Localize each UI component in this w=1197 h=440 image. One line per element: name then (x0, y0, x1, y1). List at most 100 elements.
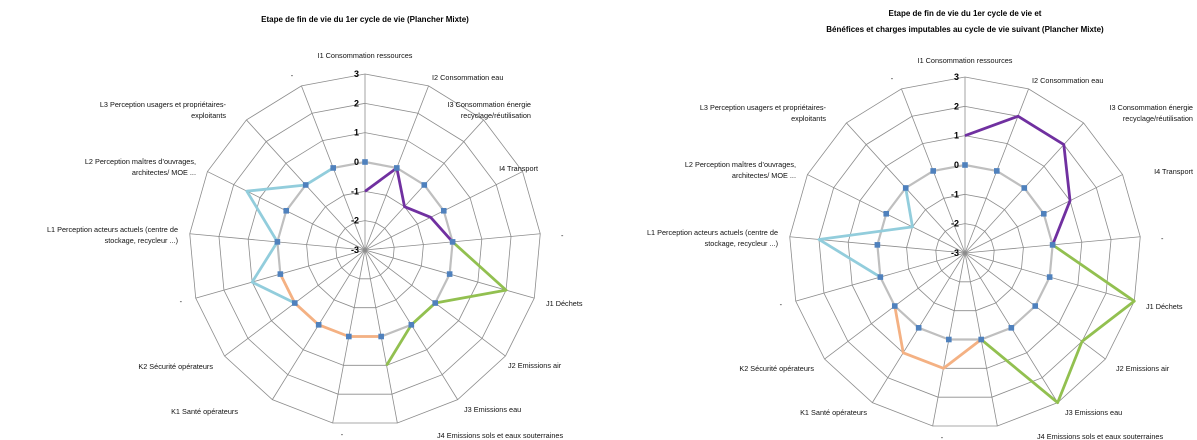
series-marker (1032, 303, 1039, 309)
axis-label: I1 Consommation ressources (318, 51, 413, 60)
series-line-2 (980, 243, 1136, 405)
axis-label: J2 Emissions air (508, 361, 562, 370)
baseline-series-line (876, 163, 1054, 341)
grid-ring (247, 132, 483, 366)
series-marker (946, 336, 952, 343)
series-marker (1021, 185, 1028, 191)
axis-label: I1 Consommation ressources (918, 56, 1013, 65)
axis-label: J3 Emissions eau (464, 405, 521, 414)
series-line-1 (964, 114, 1072, 246)
radar-chart-right-group: Etape de fin de vie du 1er cycle de vie … (647, 9, 1193, 440)
series-marker (883, 210, 890, 217)
tick-label: 3 (354, 69, 359, 79)
series-marker (432, 300, 439, 306)
tick-label: 0 (954, 160, 959, 170)
axis-label: I4 Transport (499, 164, 538, 173)
axis-label: - (291, 71, 294, 80)
series-marker (891, 303, 898, 309)
axis-label: J4 Emissions sols et eaux souterraines (437, 431, 563, 440)
grid-ring (189, 73, 541, 424)
grid-ring (847, 135, 1083, 369)
axis-label: J1 Déchets (1146, 302, 1183, 311)
series-marker (315, 322, 322, 328)
series-marker (874, 242, 881, 248)
radar-chart-right: Etape de fin de vie du 1er cycle de vie … (600, 0, 1197, 440)
axis-label: K2 Sécurité opérateurs (138, 362, 213, 371)
series-marker (930, 168, 937, 174)
series-marker (962, 162, 968, 168)
grid-ring (789, 76, 1141, 427)
axis-label: K1 Santé opérateurs (171, 407, 238, 416)
tick-label: -2 (351, 216, 359, 226)
grid-ring (906, 193, 1024, 312)
series-marker (291, 300, 298, 306)
series-marker (915, 325, 922, 331)
series-marker (1049, 242, 1056, 248)
chart-title: Etape de fin de vie du 1er cycle de vie … (261, 15, 469, 24)
axis-label: - (180, 297, 183, 306)
series-marker (330, 165, 337, 171)
chart-title: Etape de fin de vie du 1er cycle de vie … (889, 9, 1042, 18)
axis-label: J1 Déchets (546, 299, 583, 308)
chart-title: Bénéfices et charges imputables au cycle… (826, 25, 1104, 34)
axis-label: K1 Santé opérateurs (800, 408, 867, 417)
tick-label: -3 (351, 245, 359, 255)
tick-label: 1 (354, 128, 359, 138)
radar-chart-left-svg: Etape de fin de vie du 1er cycle de vie … (47, 15, 583, 440)
radar-chart-right-svg: Etape de fin de vie du 1er cycle de vie … (647, 9, 1193, 440)
axis-label: I2 Consommation eau (432, 73, 503, 82)
axis-label: L3 Perception usagers et propriétaires-e… (700, 103, 827, 123)
axis-label: - (891, 74, 894, 83)
series-marker (440, 207, 447, 214)
series-marker (446, 271, 453, 277)
axis-label: I4 Transport (1154, 167, 1193, 176)
tick-label: 1 (954, 131, 959, 141)
series-marker (277, 271, 284, 277)
radar-chart-left: Etape de fin de vie du 1er cycle de vie … (47, 15, 583, 440)
axis-label: L1 Perception acteurs actuels (centre de… (647, 228, 778, 248)
axis-label: L2 Perception maîtres d’ouvrages, archite… (85, 157, 196, 177)
axis-label: L3 Perception usagers et propriétaires-e… (100, 100, 227, 120)
series-line-3 (893, 305, 983, 370)
axis-label: - (1161, 234, 1164, 243)
axis-label: - (341, 430, 344, 439)
tick-label: -2 (951, 219, 959, 229)
grid-ring (818, 105, 1112, 398)
tick-label: 0 (354, 157, 359, 167)
tick-label: -3 (951, 248, 959, 258)
series-marker (393, 165, 400, 171)
grid-ring (306, 190, 424, 309)
series-marker (302, 182, 309, 188)
series-line-1 (364, 166, 454, 243)
axis-label: J2 Emissions air (1116, 364, 1170, 373)
axis-label: L2 Perception maîtres d’ouvrages, archite… (685, 160, 796, 180)
series-marker (1040, 210, 1047, 217)
axis-label: L1 Perception acteurs actuels (centre de… (47, 225, 178, 245)
series-marker (1008, 325, 1015, 331)
tick-label: 2 (354, 98, 359, 108)
grid-ring (335, 220, 395, 280)
series-marker (362, 159, 368, 165)
series-marker (378, 333, 384, 340)
tick-label: 2 (954, 101, 959, 111)
tick-label: -1 (351, 186, 359, 196)
axis-label: I3 Consommation énergie recyclage/réutili… (1109, 103, 1193, 123)
series-line-4 (245, 166, 334, 305)
grid-ring (218, 102, 512, 395)
series-marker (978, 336, 984, 343)
series-marker (993, 168, 1000, 174)
series-line-2 (385, 240, 508, 367)
series-marker (408, 322, 415, 328)
series-marker (421, 182, 428, 188)
series-marker (902, 185, 909, 191)
tick-label: -1 (951, 189, 959, 199)
axis-label: - (561, 231, 564, 240)
series-marker (877, 274, 884, 280)
series-marker (274, 239, 281, 245)
axis-label: J3 Emissions eau (1065, 408, 1122, 417)
series-marker (283, 207, 290, 214)
axis-label: J4 Emissions sols et eaux souterraines (1037, 432, 1163, 440)
grid-ring (935, 223, 995, 283)
axis-label: I2 Consommation eau (1032, 76, 1103, 85)
axis-label: - (941, 433, 944, 440)
